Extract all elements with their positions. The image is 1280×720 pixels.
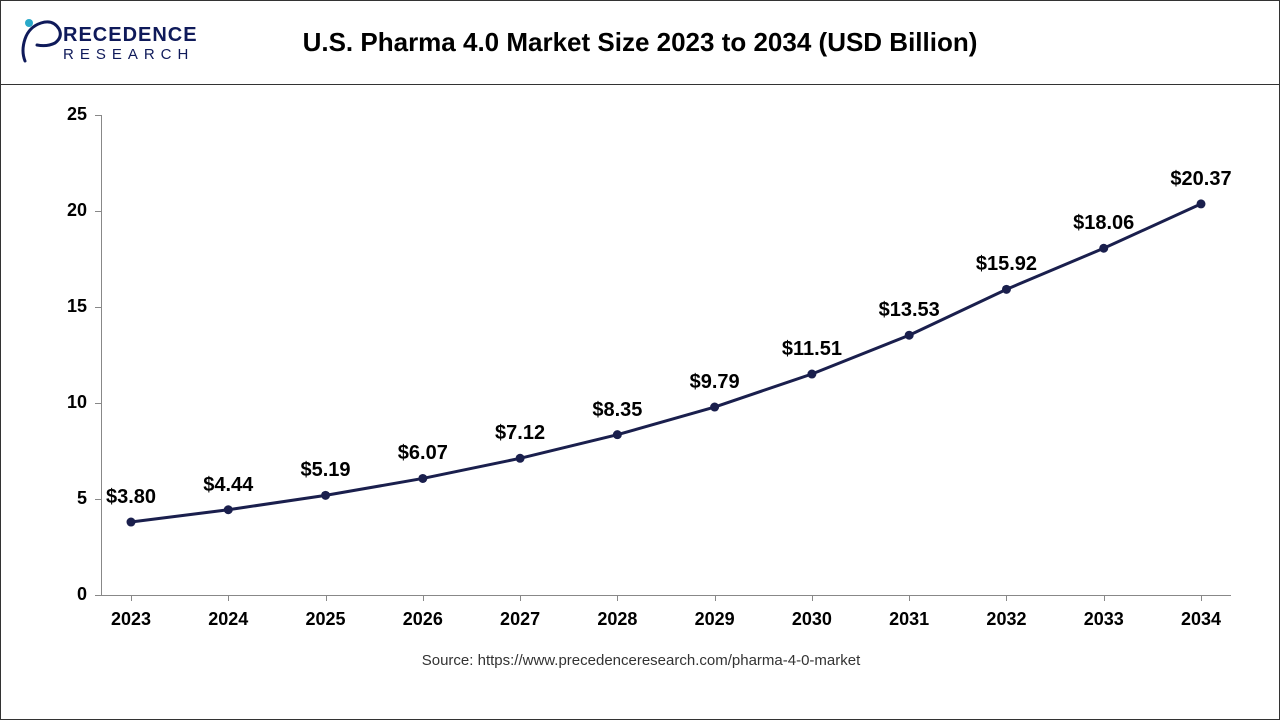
x-tick-label: 2024 xyxy=(208,609,248,630)
plot-region: 0510152025202320242025202620272028202920… xyxy=(101,115,1231,595)
x-tick-mark xyxy=(131,595,132,601)
source-text: Source: https://www.precedenceresearch.c… xyxy=(1,652,1280,669)
x-tick-label: 2026 xyxy=(403,609,443,630)
line-series xyxy=(101,115,1231,595)
chart-container: RECEDENCE RESEARCH U.S. Pharma 4.0 Marke… xyxy=(0,0,1280,720)
x-tick-mark xyxy=(1104,595,1105,601)
x-tick-label: 2030 xyxy=(792,609,832,630)
x-axis xyxy=(101,595,1231,596)
x-tick-label: 2025 xyxy=(306,609,346,630)
y-tick-label: 5 xyxy=(41,488,87,509)
data-label: $11.51 xyxy=(782,338,842,361)
y-tick-label: 25 xyxy=(41,104,87,125)
x-tick-mark xyxy=(617,595,618,601)
data-label: $13.53 xyxy=(879,299,940,322)
header: RECEDENCE RESEARCH U.S. Pharma 4.0 Marke… xyxy=(1,1,1279,85)
x-tick-label: 2027 xyxy=(500,609,540,630)
data-label: $3.80 xyxy=(106,486,156,509)
data-label: $15.92 xyxy=(976,253,1037,276)
data-label: $4.44 xyxy=(203,474,253,497)
x-tick-label: 2023 xyxy=(111,609,151,630)
y-tick-label: 20 xyxy=(41,200,87,221)
x-tick-label: 2031 xyxy=(889,609,929,630)
y-tick-label: 0 xyxy=(41,584,87,605)
x-tick-mark xyxy=(520,595,521,601)
x-tick-mark xyxy=(909,595,910,601)
x-tick-mark xyxy=(812,595,813,601)
x-tick-mark xyxy=(1201,595,1202,601)
x-tick-mark xyxy=(1006,595,1007,601)
x-tick-label: 2029 xyxy=(695,609,735,630)
chart-area: 0510152025202320242025202620272028202920… xyxy=(1,85,1280,681)
data-label: $6.07 xyxy=(398,442,448,465)
y-tick-mark xyxy=(95,595,101,596)
x-tick-label: 2028 xyxy=(597,609,637,630)
svg-text:RECEDENCE: RECEDENCE xyxy=(63,24,198,46)
data-label: $9.79 xyxy=(690,371,740,394)
x-tick-mark xyxy=(423,595,424,601)
x-tick-mark xyxy=(715,595,716,601)
x-tick-label: 2034 xyxy=(1181,609,1221,630)
data-label: $8.35 xyxy=(592,399,642,422)
x-tick-label: 2032 xyxy=(986,609,1026,630)
x-tick-label: 2033 xyxy=(1084,609,1124,630)
data-label: $5.19 xyxy=(301,459,351,482)
brand-logo: RECEDENCE RESEARCH xyxy=(19,13,219,74)
x-tick-mark xyxy=(228,595,229,601)
y-tick-label: 15 xyxy=(41,296,87,317)
data-label: $7.12 xyxy=(495,422,545,445)
svg-text:RESEARCH: RESEARCH xyxy=(63,46,194,63)
x-tick-mark xyxy=(326,595,327,601)
data-label: $18.06 xyxy=(1073,212,1134,235)
y-tick-label: 10 xyxy=(41,392,87,413)
data-label: $20.37 xyxy=(1170,168,1231,191)
